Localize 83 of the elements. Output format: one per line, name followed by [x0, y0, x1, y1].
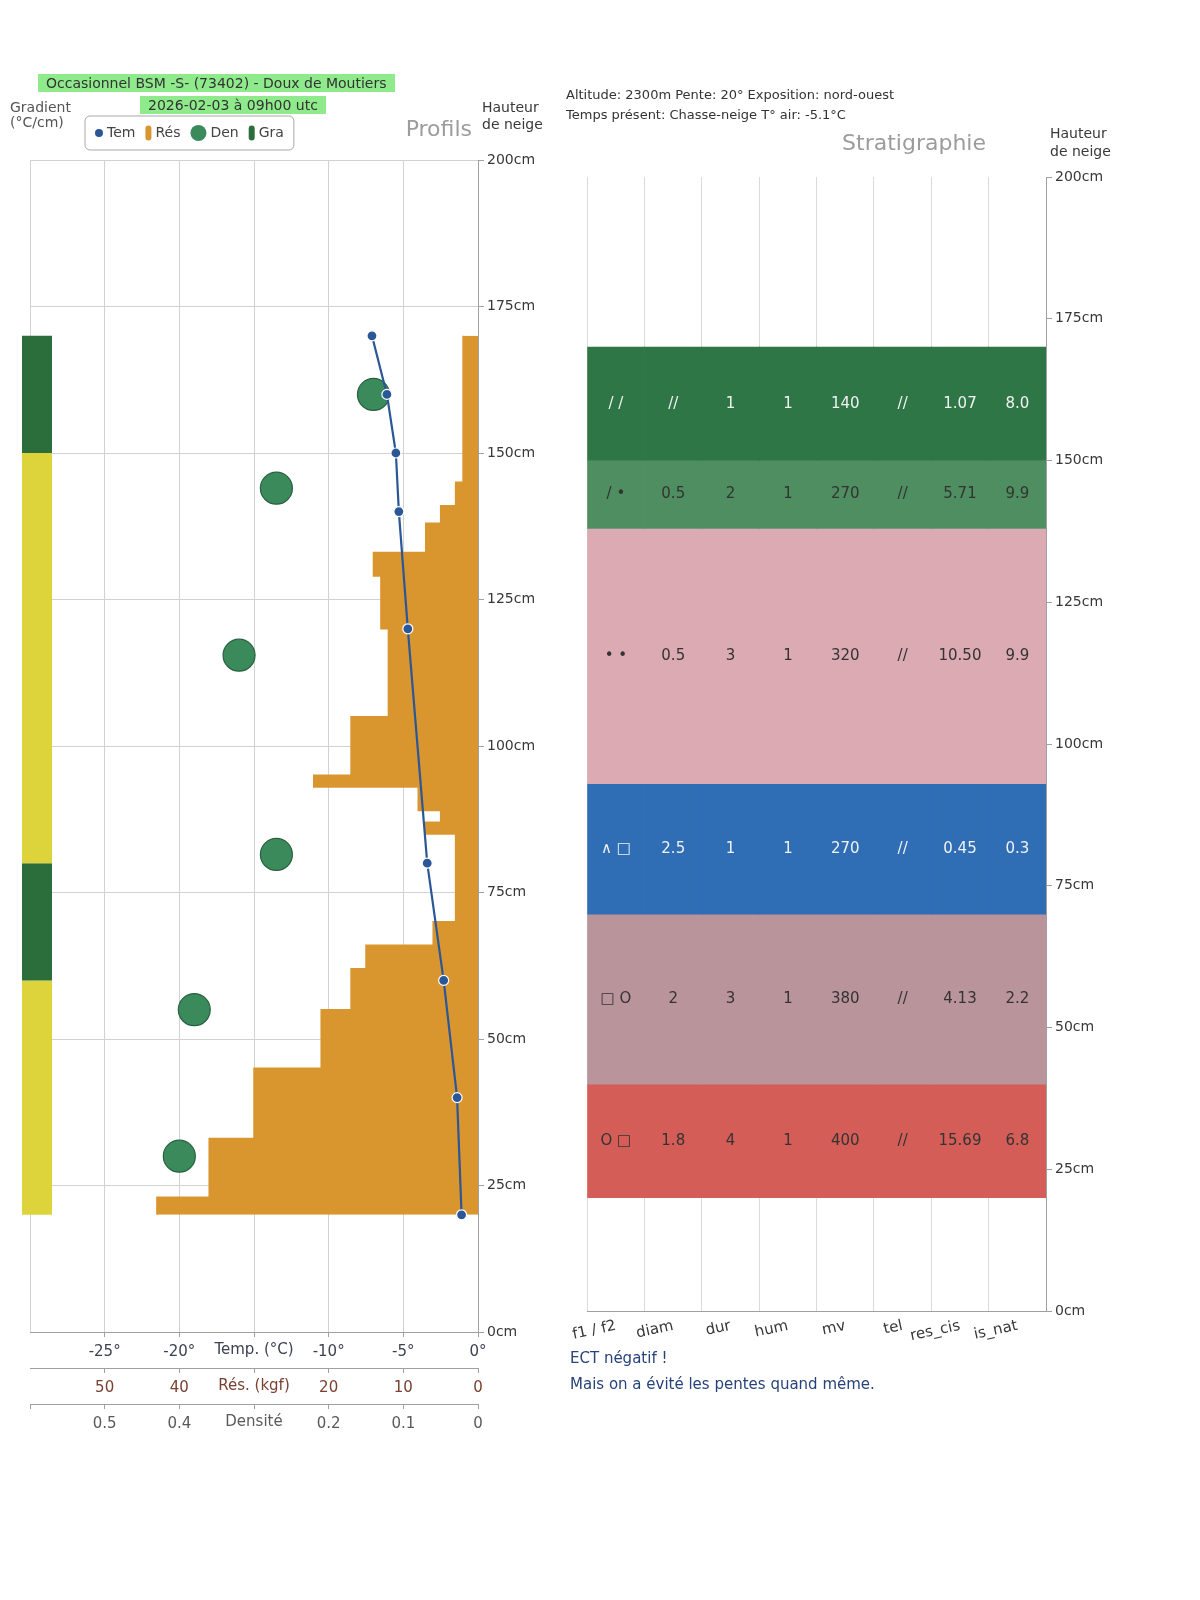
annotation: 0.3 — [1005, 838, 1030, 857]
x-tick-label: res_cis — [908, 1315, 962, 1346]
x-tick-label: f1 / f2 — [570, 1315, 618, 1343]
annotation: 0.45 — [943, 838, 977, 857]
annotation: O □ — [600, 1130, 632, 1149]
annotation: 2 — [725, 484, 736, 503]
x-tick-label: 0° — [469, 1341, 487, 1360]
x-tick-label: is_nat — [972, 1315, 1020, 1344]
chart-title: Stratigraphie — [842, 129, 986, 155]
x-tick-label: -5° — [392, 1341, 415, 1360]
annotation: 1 — [783, 838, 793, 857]
annotation: 1.8 — [661, 1130, 686, 1149]
x2-tick-label: 20 — [319, 1377, 339, 1396]
annotation: ∧ □ — [600, 838, 631, 857]
annotation: // — [897, 484, 909, 503]
y-tick-label: 100cm — [1055, 734, 1104, 751]
x-tick-label: dur — [703, 1315, 734, 1339]
annotation: 400 — [830, 1130, 860, 1149]
text: Temps présent: Chasse-neige T° air: -5.1°C — [566, 107, 846, 122]
annotation: 6.8 — [1005, 1130, 1030, 1149]
y-tick-label: 50cm — [1055, 1018, 1095, 1035]
text: 2026-02-03 à 09h00 utc — [140, 96, 326, 114]
x-tick-label: 0.5 — [92, 1413, 117, 1432]
annotation: 0.5 — [661, 484, 686, 503]
y-tick-label: 200cm — [487, 150, 536, 167]
legend-label: Tem — [106, 123, 136, 140]
y-axis-title: Hauteur de neige — [1050, 124, 1111, 159]
annotation: 15.69 — [938, 1130, 982, 1149]
x-axis-title: Densité — [225, 1412, 283, 1431]
annotation: 9.9 — [1005, 484, 1030, 503]
x-tick-label: tel — [881, 1315, 905, 1338]
legend-label: Den — [210, 123, 239, 140]
annotation: 2.5 — [661, 838, 686, 857]
x-tick-label: -20° — [163, 1341, 196, 1360]
legend-label: Gra — [258, 123, 284, 140]
annotation: 1 — [783, 1130, 793, 1149]
y-tick-label: 175cm — [487, 297, 536, 314]
text: ECT négatif ! — [570, 1348, 668, 1368]
x-tick-label: -25° — [88, 1341, 121, 1360]
y-tick-label: 125cm — [1055, 592, 1104, 609]
x-tick-label: -10° — [312, 1341, 345, 1360]
x-tick-label: hum — [752, 1315, 790, 1341]
annotation: / • — [606, 484, 626, 503]
annotation: 270 — [830, 838, 860, 857]
x-axis-title: Temp. (°C) — [213, 1340, 294, 1359]
y-tick-label: 100cm — [487, 736, 536, 753]
x2-tick-label: 10 — [393, 1377, 413, 1396]
x2-tick-label: 0 — [473, 1377, 483, 1396]
annotation: // — [897, 1130, 909, 1149]
y-tick-label: 75cm — [487, 883, 527, 900]
annotation: 4 — [725, 1130, 736, 1149]
y-tick-label: 25cm — [487, 1176, 527, 1193]
y-tick-label: 0cm — [487, 1322, 518, 1339]
legend-label: Rés — [155, 123, 181, 140]
y-tick-label: 75cm — [1055, 876, 1095, 893]
chart-title: Profils — [405, 115, 472, 141]
y-tick-label: 150cm — [487, 443, 536, 460]
y-tick-label: 150cm — [1055, 451, 1104, 468]
x-tick-label: diam — [634, 1315, 675, 1342]
x-tick-label: 0.1 — [391, 1413, 416, 1432]
annotation: 1 — [725, 838, 736, 857]
annotation: // — [897, 838, 909, 857]
x-tick-label: 0.4 — [167, 1413, 192, 1432]
text: Mais on a évité les pentes quand même. — [570, 1374, 875, 1394]
x-tick-label: 0.2 — [316, 1413, 341, 1432]
y-tick-label: 175cm — [1055, 309, 1104, 326]
y-axis-title: Hauteur de neige — [482, 98, 543, 132]
text: Altitude: 2300m Pente: 20° Exposition: nord-ouest — [566, 87, 895, 102]
annotation: 5.71 — [943, 484, 977, 503]
y-tick-label: 125cm — [487, 590, 536, 607]
x-tick-label: 0 — [473, 1413, 483, 1432]
x2-axis-title: Rés. (kgf) — [218, 1376, 290, 1395]
x-tick-label: mv — [820, 1315, 848, 1339]
y-tick-label: 200cm — [1055, 167, 1104, 184]
y-tick-label: 0cm — [1055, 1301, 1086, 1318]
text: Gradient (°C/cm) — [10, 98, 72, 130]
y-tick-label: 50cm — [487, 1029, 527, 1046]
annotation: 270 — [830, 484, 860, 503]
annotation: 1 — [783, 484, 793, 503]
text: Occasionnel BSM -S- (73402) - Doux de Moutiers — [38, 74, 395, 92]
y-tick-label: 25cm — [1055, 1159, 1095, 1176]
x2-tick-label: 50 — [95, 1377, 115, 1396]
x2-tick-label: 40 — [169, 1377, 189, 1396]
